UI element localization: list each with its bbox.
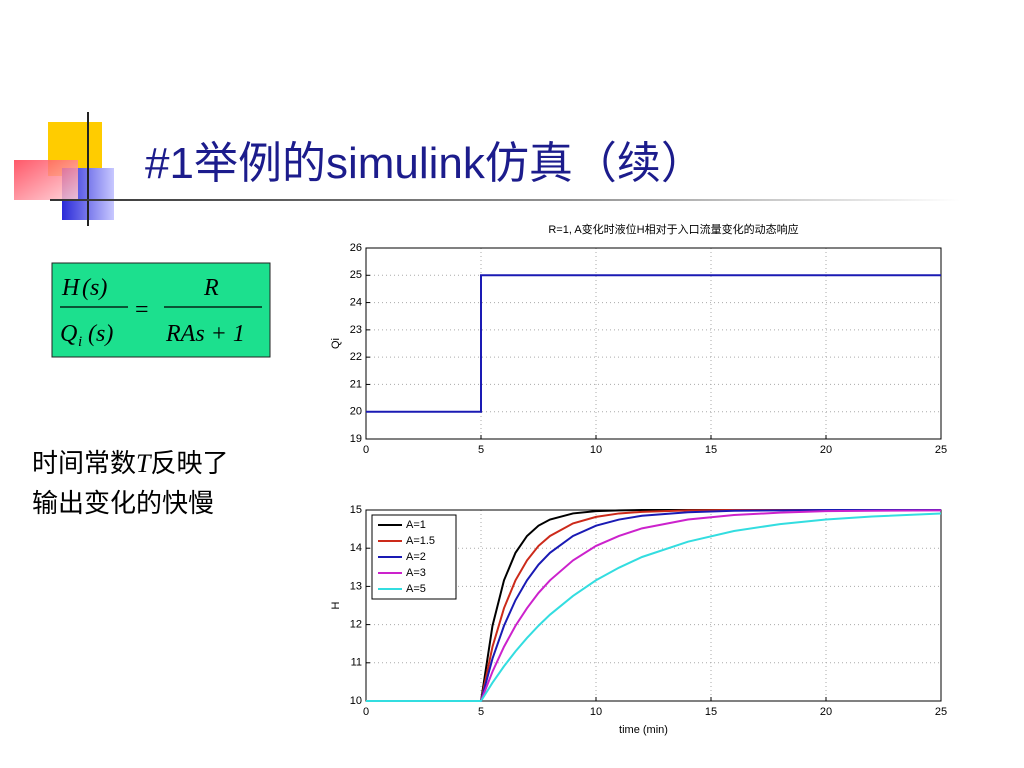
legend-label: A=2 xyxy=(406,551,426,563)
y-tick-label: 25 xyxy=(350,269,362,281)
y-tick-label: 21 xyxy=(350,378,362,390)
deco-hline xyxy=(50,199,960,201)
x-tick-label: 5 xyxy=(478,444,484,456)
x-tick-label: 25 xyxy=(935,706,947,718)
formula-q-arg: (s) xyxy=(88,321,113,347)
formula-q-sub: i xyxy=(78,334,82,350)
legend-label: A=5 xyxy=(406,583,426,595)
legend-label: A=1.5 xyxy=(406,535,435,547)
deco-red xyxy=(14,160,78,200)
formula-eq: = xyxy=(135,297,149,323)
y-tick-label: 15 xyxy=(350,504,362,516)
slide-title: #1举例的simulink仿真（续） xyxy=(145,139,705,188)
y-tick-label: 10 xyxy=(350,695,362,707)
y-tick-label: 22 xyxy=(350,351,362,363)
x-tick-label: 20 xyxy=(820,444,832,456)
series-line xyxy=(366,509,941,702)
charts: 0 5 10 15 20 25 19 20 21 22 23 24 25 26 R=1, A变化时液位H相对… xyxy=(330,222,947,736)
note-b: 反映了 xyxy=(150,448,228,478)
note-line2: 输出变化的快慢 xyxy=(32,488,214,518)
y-tick-label: 13 xyxy=(350,580,362,592)
y-tick-label: 19 xyxy=(350,433,362,445)
x-tick-label: 10 xyxy=(590,706,602,718)
formula-q: Q xyxy=(60,321,77,347)
plot-area xyxy=(366,510,941,701)
x-tick-label: 15 xyxy=(705,444,717,456)
formula-den: RAs + 1 xyxy=(165,321,245,347)
x-tick-label: 20 xyxy=(820,706,832,718)
x-tick-label: 5 xyxy=(478,706,484,718)
formula-h: H xyxy=(61,275,81,301)
y-tick-label: 23 xyxy=(350,324,362,336)
legend-label: A=1 xyxy=(406,519,426,531)
y-tick-label: 26 xyxy=(350,242,362,254)
data-line xyxy=(366,274,941,413)
y-tick-label: 11 xyxy=(351,657,362,669)
y-tick-label: 12 xyxy=(350,619,362,631)
note-line1: 时间常数T反映了 xyxy=(32,448,229,478)
y-tick-label: 14 xyxy=(350,542,362,554)
note-t: T xyxy=(136,449,152,478)
y-axis-label: Qi xyxy=(330,338,342,349)
x-tick-label: 10 xyxy=(590,444,602,456)
chart-title: R=1, A变化时液位H相对于入口流量变化的动态响应 xyxy=(548,222,798,236)
axes-frame xyxy=(365,247,942,440)
series-line xyxy=(366,512,942,702)
x-tick-label: 25 xyxy=(935,444,947,456)
plot-area xyxy=(366,248,941,439)
series-line xyxy=(366,509,942,702)
x-tick-label: 15 xyxy=(705,706,717,718)
x-axis-label: time (min) xyxy=(619,724,668,736)
note-a: 时间常数 xyxy=(32,448,136,478)
x-tick-label: 0 xyxy=(363,706,369,718)
x-tick-label: 0 xyxy=(363,444,369,456)
formula-h-arg: (s) xyxy=(82,275,107,301)
y-tick-label: 20 xyxy=(350,406,362,418)
formula-box xyxy=(51,262,271,358)
legend-label: A=3 xyxy=(406,567,426,579)
y-tick-label: 24 xyxy=(350,296,362,308)
y-axis-label: H xyxy=(330,601,342,609)
formula-r: R xyxy=(203,275,219,301)
